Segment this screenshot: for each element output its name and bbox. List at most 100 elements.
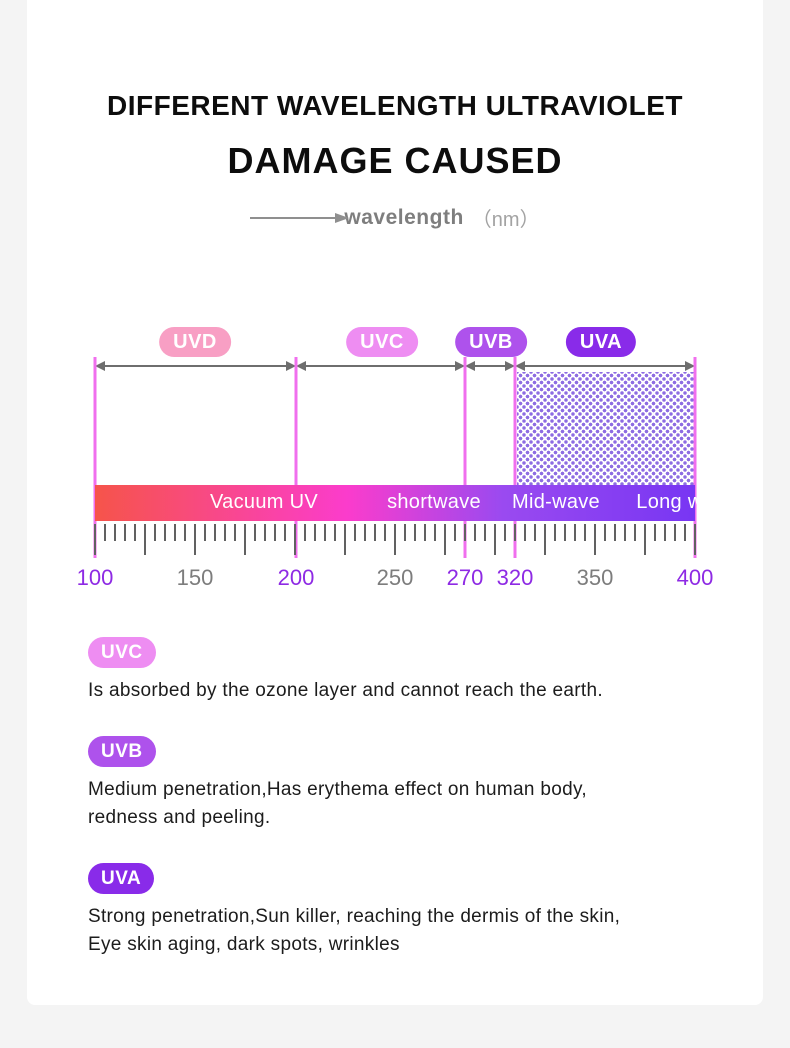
bar-label-shortwave: shortwave	[387, 491, 481, 513]
ruler-tick	[424, 524, 426, 541]
ruler-tick	[214, 524, 216, 541]
section-uvb-line1: Medium penetration,Has erythema effect o…	[88, 779, 587, 800]
ruler-tick	[234, 524, 236, 541]
ruler-tick	[644, 524, 646, 555]
ruler-tick	[484, 524, 486, 541]
section-badge-uvc: UVC	[88, 637, 156, 668]
ruler-tick	[224, 524, 226, 541]
axis-label-400: 400	[676, 565, 714, 590]
ruler-tick	[314, 524, 316, 541]
right-arrow-icon	[250, 212, 350, 223]
ruler-tick	[514, 524, 516, 541]
ruler-tick	[304, 524, 306, 541]
section-uvc: UVC Is absorbed by the ozone layer and c…	[88, 637, 708, 705]
ruler-ticks	[94, 524, 696, 556]
ruler-tick	[94, 524, 96, 555]
ruler-tick	[354, 524, 356, 541]
ruler-tick	[264, 524, 266, 541]
axis-label-100: 100	[76, 565, 114, 590]
section-uva-line1: Strong penetration,Sun killer, reaching …	[88, 906, 621, 927]
guide-line	[693, 357, 697, 558]
bar-label-vacuum-uv: Vacuum UV	[210, 491, 318, 513]
ruler-tick	[254, 524, 256, 541]
ruler-tick	[684, 524, 686, 541]
ruler-tick	[144, 524, 146, 555]
ruler-tick	[624, 524, 626, 541]
ruler-tick	[184, 524, 186, 541]
ruler-tick	[584, 524, 586, 541]
ruler-tick	[434, 524, 436, 541]
guide-line	[93, 357, 97, 558]
range-arrow-uva	[515, 360, 695, 372]
axis-label-200: 200	[277, 565, 315, 590]
ruler-tick	[374, 524, 376, 541]
ruler-tick	[274, 524, 276, 541]
ruler-tick	[134, 524, 136, 541]
guide-line	[463, 357, 467, 558]
infographic-card: DIFFERENT WAVELENGTH ULTRAVIOLET DAMAGE …	[27, 0, 763, 1005]
ruler-tick	[474, 524, 476, 541]
ruler-tick	[454, 524, 456, 541]
ruler-tick	[164, 524, 166, 541]
axis-label-150: 150	[176, 565, 214, 590]
badge-uvc: UVC	[346, 327, 418, 357]
ruler-tick	[694, 524, 696, 555]
guide-line	[513, 357, 517, 558]
section-badge-uvb: UVB	[88, 736, 156, 767]
badge-uva: UVA	[565, 327, 637, 357]
spectrum-gradient-bar	[95, 485, 695, 521]
page-title: DIFFERENT WAVELENGTH ULTRAVIOLET	[107, 90, 683, 121]
guide-line	[294, 357, 298, 558]
bar-label-long-wave: Long wave	[636, 491, 736, 513]
ruler-tick	[464, 524, 466, 541]
ruler-tick	[404, 524, 406, 541]
ruler-tick	[674, 524, 676, 541]
ruler-tick	[194, 524, 196, 555]
ruler-tick	[154, 524, 156, 541]
wavelength-label: wavelength	[344, 205, 464, 229]
axis-label-270: 270	[446, 565, 484, 590]
bar-label-mid-wave: Mid-wave	[512, 491, 600, 513]
guide-lines	[93, 357, 697, 558]
ruler-tick	[444, 524, 446, 555]
ruler-tick	[574, 524, 576, 541]
ruler-tick	[394, 524, 396, 555]
section-badge-uva: UVA	[88, 863, 155, 894]
uva-dot-pattern	[517, 372, 694, 485]
ruler-tick	[284, 524, 286, 541]
axis-label-250: 250	[376, 565, 414, 590]
ruler-tick	[534, 524, 536, 541]
ruler-tick	[564, 524, 566, 541]
range-arrow-uvb	[465, 360, 515, 372]
ruler-tick	[384, 524, 386, 541]
ruler-tick	[114, 524, 116, 541]
ruler-tick	[594, 524, 596, 555]
ruler-tick	[634, 524, 636, 541]
axis-label-320: 320	[496, 565, 534, 590]
ruler-tick	[544, 524, 546, 555]
ruler-tick	[604, 524, 606, 541]
ruler-tick	[244, 524, 246, 555]
page-subtitle: DAMAGE CAUSED	[227, 140, 563, 181]
ruler-tick	[504, 524, 506, 541]
section-uvb: UVB Medium penetration,Has erythema effe…	[88, 736, 708, 832]
section-uvc-line1: Is absorbed by the ozone layer and canno…	[88, 680, 603, 701]
ruler-tick	[494, 524, 496, 555]
ruler-tick	[654, 524, 656, 541]
ruler-tick	[554, 524, 556, 541]
section-uva: UVA Strong penetration,Sun killer, reach…	[88, 863, 708, 959]
ruler-tick	[344, 524, 346, 555]
ruler-tick	[324, 524, 326, 541]
ruler-tick	[614, 524, 616, 541]
badge-uvb: UVB	[455, 327, 527, 357]
ruler-tick	[334, 524, 336, 541]
ruler-tick	[294, 524, 296, 555]
range-arrow-uvc	[296, 360, 465, 372]
ruler-tick	[364, 524, 366, 541]
wavelength-unit: （nm）	[471, 209, 540, 231]
range-arrow-uvd	[95, 360, 296, 372]
ruler-tick	[204, 524, 206, 541]
ruler-tick	[664, 524, 666, 541]
badge-uvd: UVD	[159, 327, 231, 357]
ruler-tick	[414, 524, 416, 541]
